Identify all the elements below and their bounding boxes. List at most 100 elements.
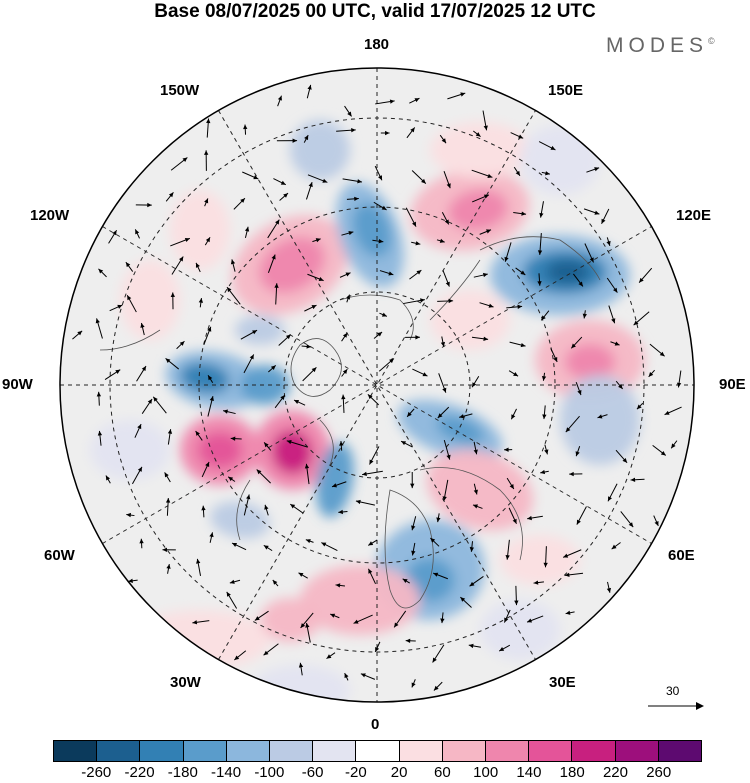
wind-arrow-head [660, 450, 666, 456]
colorbar-tick-label: -100 [254, 764, 285, 781]
wind-arrow-head [512, 518, 517, 524]
wind-arrow-head [252, 330, 258, 335]
wind-arrow-head [613, 287, 618, 293]
wind-arrow-head [594, 167, 600, 172]
wind-arrow-head [539, 212, 544, 218]
wind-arrow-head [167, 429, 173, 434]
wind-arrow-head [385, 130, 390, 136]
wind-arrow-head [542, 414, 547, 420]
wind-arrow-head [205, 461, 210, 467]
wind-arrow-head [544, 449, 549, 455]
wind-arrow-head [468, 643, 474, 649]
colorbar-segment [183, 741, 227, 761]
wind-arrow-head [448, 298, 454, 304]
anomaly-region [300, 565, 420, 635]
lon-label-150w: 150W [160, 82, 200, 99]
anomaly-region [170, 190, 230, 270]
wind-arrow-head [381, 312, 387, 317]
lon-label-0: 0 [371, 716, 380, 733]
wind-arrow-head [347, 111, 352, 117]
colorbar-tick-label: 140 [516, 764, 542, 781]
wind-arrow-head [305, 539, 311, 544]
wind-arrow-head [330, 613, 336, 618]
wind-arrow-head [97, 430, 103, 436]
wind-arrow-head [305, 622, 310, 628]
wind-arrow-head [209, 532, 214, 538]
colorbar-tick-label: -220 [124, 764, 155, 781]
wind-arrow-head [410, 127, 415, 133]
wind-arrow-head [256, 469, 262, 475]
lon-label-150e: 150E [548, 82, 584, 99]
colorbar-segment [615, 741, 659, 761]
wind-arrow-head [339, 441, 344, 446]
wind-arrow-head [326, 654, 332, 659]
wind-arrow-head [355, 499, 361, 505]
wind-arrow-head [139, 538, 144, 544]
wind-arrow-head [264, 442, 269, 448]
wind-arrow-head [410, 483, 415, 489]
wind-arrow-head [368, 568, 373, 574]
wind-arrow-head [304, 463, 310, 469]
wind-arrow-head [335, 583, 341, 588]
wind-arrow-head [606, 587, 612, 593]
wind-arrow-head [577, 390, 582, 396]
coastline-segment [429, 259, 481, 321]
wind-arrow-head [290, 504, 296, 509]
wind-arrow-head [135, 229, 140, 235]
anomaly-region [352, 202, 392, 258]
wind-arrow-head [137, 424, 142, 430]
wind-arrow-head [541, 375, 547, 381]
meridian-line [218, 110, 536, 660]
anomaly-region [426, 449, 534, 531]
wind-arrow-head [195, 262, 200, 268]
wind-arrow-head [517, 304, 523, 309]
wind-arrow-head [338, 509, 344, 515]
wind-arrow-head [354, 196, 359, 202]
wind-arrow-head [578, 281, 583, 287]
coastlines [99, 236, 601, 609]
wind-arrow-head [473, 489, 478, 495]
wind-arrow-head [168, 192, 174, 198]
wind-arrow-head [607, 496, 612, 502]
wind-arrow-head [401, 441, 407, 446]
coastline-segment [419, 467, 523, 561]
wind-arrow-head [582, 313, 587, 319]
lon-label-30e: 30E [549, 674, 576, 691]
colorbar-segment [54, 741, 98, 761]
wind-arrow-head [446, 183, 451, 189]
wind-arrow-head [368, 541, 374, 546]
wind-arrow-head [472, 382, 477, 388]
wind-arrow-head [298, 572, 304, 577]
coastline-segment [99, 329, 161, 351]
wind-arrow-head [375, 646, 380, 652]
wind-arrow-head [483, 125, 488, 131]
wind-arrow-head [469, 547, 475, 552]
wind-arrow-head [504, 256, 509, 262]
wind-arrow-head [292, 138, 298, 143]
wind-arrow-head [445, 281, 450, 287]
latitude-circle [198, 206, 556, 564]
wind-arrow-head [166, 564, 171, 569]
colorbar-tick-label: -20 [345, 764, 367, 781]
wind-arrow-head [184, 237, 190, 243]
wind-arrow-head [389, 358, 394, 364]
wind-arrow-head [671, 443, 676, 449]
wind-arrow-head [545, 171, 550, 176]
wind-arrow-head [575, 451, 580, 457]
wind-arrow-head [306, 344, 312, 349]
graticule [60, 68, 694, 702]
wind-arrow-head [96, 391, 102, 397]
wind-arrow-head [153, 396, 158, 402]
wind-arrow-head [472, 504, 478, 509]
wind-arrow-head [432, 657, 437, 663]
wind-arrow-head [475, 132, 481, 137]
wind-arrow-head [232, 543, 238, 547]
colorbar-tick-label: -60 [301, 764, 324, 781]
wind-arrow-head [611, 544, 617, 550]
wind-arrow-head [223, 409, 228, 414]
wind-arrow-head [422, 372, 428, 377]
colorbar-segment [226, 741, 271, 761]
wind-arrow-head [300, 623, 306, 628]
colorbar-segment [442, 741, 487, 761]
wind-arrow-head [576, 519, 581, 525]
